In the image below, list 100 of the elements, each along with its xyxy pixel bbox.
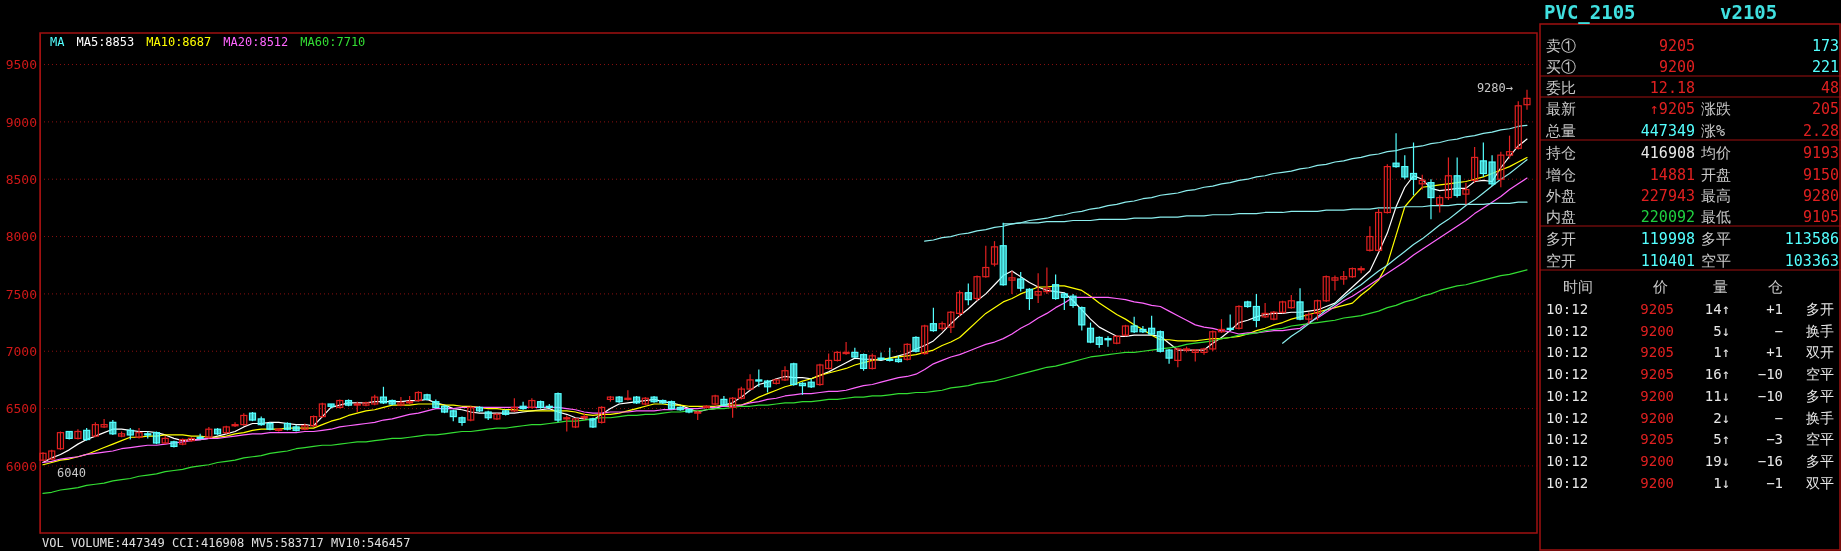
candlestick	[929, 307, 937, 333]
y-tick-label: 9000	[5, 114, 37, 130]
candlestick	[624, 389, 632, 402]
text: 14↑	[1704, 301, 1730, 317]
text: 9205	[1640, 431, 1674, 447]
text: 9200	[1640, 388, 1674, 404]
text: 内盘	[1546, 208, 1576, 226]
candlestick	[1296, 287, 1304, 321]
text: VOL VOLUME:447349 CCI:416908 MV5:583717 MV10:546457	[42, 536, 411, 550]
text: 447349	[1640, 122, 1695, 140]
text: MA20:8512	[223, 35, 289, 49]
text: 9200	[1640, 410, 1674, 426]
text: 9205	[1640, 301, 1674, 317]
text: 14881	[1649, 166, 1695, 184]
candlestick	[1174, 347, 1182, 368]
text: 110401	[1640, 252, 1695, 270]
text: 价	[1651, 278, 1668, 296]
text: 10:12	[1546, 453, 1589, 469]
text: 均价	[1700, 144, 1731, 162]
text: 双平	[1806, 475, 1834, 491]
text: 空开	[1546, 252, 1576, 270]
candlestick	[135, 427, 143, 439]
text: −10	[1757, 366, 1783, 382]
y-tick-label: 7000	[5, 343, 37, 359]
y-tick-label: 6000	[5, 458, 37, 474]
text: 205	[1811, 100, 1839, 118]
text: 2.28	[1802, 122, 1839, 140]
text: −1	[1766, 475, 1783, 491]
text: 48	[1820, 79, 1839, 97]
text: 1↓	[1713, 475, 1730, 491]
text: 11↓	[1704, 388, 1730, 404]
candlestick	[1252, 293, 1260, 328]
text: 10:12	[1546, 344, 1589, 360]
text: 9200	[1640, 453, 1674, 469]
candlestick	[74, 428, 82, 441]
text: 221	[1811, 58, 1839, 76]
candlestick	[1017, 271, 1025, 293]
candlestick	[205, 426, 213, 439]
y-tick-label: 8000	[5, 229, 37, 245]
y-tick-label: 9500	[5, 57, 37, 73]
text: 买①	[1546, 58, 1576, 76]
text: 9150	[1802, 166, 1839, 184]
text: 9193	[1802, 144, 1839, 162]
text: 量	[1712, 278, 1728, 296]
text: 10:12	[1546, 366, 1589, 382]
text: 空平	[1806, 366, 1834, 382]
text: 双开	[1806, 344, 1834, 360]
text: 涨跌	[1701, 100, 1731, 118]
annotation: 9280→	[1476, 80, 1513, 95]
candlestick	[729, 396, 737, 419]
candlestick	[964, 282, 972, 306]
text: 空平	[1701, 252, 1731, 270]
text: 最低	[1701, 208, 1731, 226]
text: 持仓	[1546, 144, 1576, 162]
text: PVC_2105	[1544, 1, 1636, 24]
text: 9105	[1802, 208, 1839, 226]
text: MA5:8853	[76, 35, 135, 49]
candlestick	[56, 430, 65, 451]
line-series	[924, 124, 1528, 242]
text: 卖①	[1546, 37, 1576, 55]
text: 2↓	[1713, 410, 1730, 426]
text: 103363	[1784, 252, 1839, 270]
text: 10:12	[1546, 301, 1589, 317]
candlestick	[519, 401, 527, 411]
candlestick	[1453, 156, 1461, 199]
line-series	[42, 269, 1528, 495]
text: −	[1774, 323, 1783, 339]
candlestick	[1471, 146, 1479, 184]
candlestick	[1523, 89, 1531, 111]
candlestick	[196, 433, 204, 441]
text: 多平	[1806, 453, 1834, 469]
text: 多平	[1701, 230, 1731, 248]
y-tick-label: 8500	[5, 171, 37, 187]
candlestick	[1052, 273, 1060, 301]
candlestick	[1383, 163, 1391, 215]
legend-title: MA	[50, 35, 66, 49]
candlestick	[1497, 151, 1505, 188]
text: 总量	[1545, 122, 1576, 140]
text: −10	[1757, 388, 1783, 404]
text: 173	[1811, 37, 1839, 55]
text: ↑9205	[1649, 100, 1695, 118]
text: 9200	[1640, 475, 1674, 491]
candlestick	[921, 324, 929, 356]
text: 9200	[1658, 58, 1695, 76]
text: MA60:7710	[300, 35, 366, 49]
text: 开盘	[1701, 166, 1731, 184]
text: +1	[1766, 301, 1783, 317]
text: 换手	[1806, 323, 1834, 339]
text: MA10:8687	[146, 35, 212, 49]
text: 10:12	[1546, 431, 1589, 447]
text: 10:12	[1546, 410, 1589, 426]
text: −16	[1757, 453, 1783, 469]
text: 10:12	[1546, 388, 1589, 404]
text: 220092	[1640, 208, 1695, 226]
text: 9280	[1802, 187, 1839, 205]
text: 9205	[1640, 366, 1674, 382]
text: −	[1774, 410, 1783, 426]
text: 113586	[1784, 230, 1839, 248]
text: 时间	[1563, 278, 1593, 296]
candlestick	[1313, 299, 1322, 321]
